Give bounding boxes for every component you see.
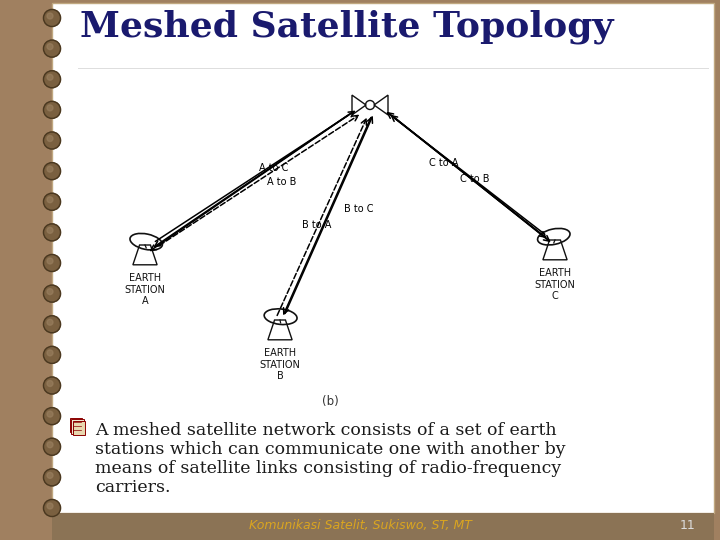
Circle shape	[47, 227, 53, 233]
Circle shape	[47, 503, 53, 509]
Circle shape	[43, 285, 60, 302]
Text: A meshed satellite network consists of a set of earth: A meshed satellite network consists of a…	[95, 422, 557, 439]
Circle shape	[47, 258, 53, 264]
Circle shape	[43, 102, 60, 118]
FancyBboxPatch shape	[71, 419, 84, 434]
Text: Komunikasi Satelit, Sukiswo, ST, MT: Komunikasi Satelit, Sukiswo, ST, MT	[248, 519, 472, 532]
Circle shape	[47, 381, 53, 387]
Circle shape	[43, 10, 60, 26]
Circle shape	[43, 346, 60, 363]
Circle shape	[47, 411, 53, 417]
Bar	[52, 513, 714, 540]
Text: 11: 11	[679, 519, 695, 532]
Circle shape	[47, 442, 53, 448]
Text: (b): (b)	[322, 395, 338, 408]
Circle shape	[43, 469, 60, 486]
Text: Meshed Satellite Topology: Meshed Satellite Topology	[80, 10, 613, 44]
Circle shape	[47, 136, 53, 141]
Text: B to A: B to A	[302, 219, 332, 230]
Text: C to A: C to A	[429, 158, 458, 168]
FancyBboxPatch shape	[73, 421, 85, 435]
Text: EARTH
STATION
C: EARTH STATION C	[534, 268, 575, 301]
Text: stations which can communicate one with another by: stations which can communicate one with …	[95, 441, 566, 458]
FancyBboxPatch shape	[52, 3, 714, 513]
Circle shape	[47, 74, 53, 80]
Text: A to C: A to C	[258, 163, 288, 173]
Circle shape	[47, 13, 53, 19]
Text: C to B: C to B	[460, 174, 490, 185]
Circle shape	[47, 350, 53, 356]
Circle shape	[47, 105, 53, 111]
Text: carriers.: carriers.	[95, 479, 171, 496]
Circle shape	[43, 316, 60, 333]
Text: means of satellite links consisting of radio-frequency: means of satellite links consisting of r…	[95, 460, 562, 477]
Circle shape	[43, 408, 60, 424]
Circle shape	[43, 377, 60, 394]
Circle shape	[43, 254, 60, 272]
Circle shape	[47, 472, 53, 478]
Circle shape	[47, 166, 53, 172]
Circle shape	[43, 224, 60, 241]
FancyBboxPatch shape	[70, 418, 82, 433]
Text: EARTH
STATION
B: EARTH STATION B	[260, 348, 300, 381]
Circle shape	[43, 438, 60, 455]
Circle shape	[43, 71, 60, 87]
Circle shape	[43, 163, 60, 180]
Circle shape	[47, 319, 53, 325]
Text: B to C: B to C	[344, 205, 374, 214]
Text: A to B: A to B	[267, 177, 296, 187]
Circle shape	[43, 500, 60, 516]
Circle shape	[47, 44, 53, 50]
Circle shape	[47, 197, 53, 202]
Circle shape	[43, 40, 60, 57]
Circle shape	[43, 193, 60, 210]
Text: EARTH
STATION
A: EARTH STATION A	[125, 273, 166, 306]
Circle shape	[43, 132, 60, 149]
Circle shape	[47, 288, 53, 295]
